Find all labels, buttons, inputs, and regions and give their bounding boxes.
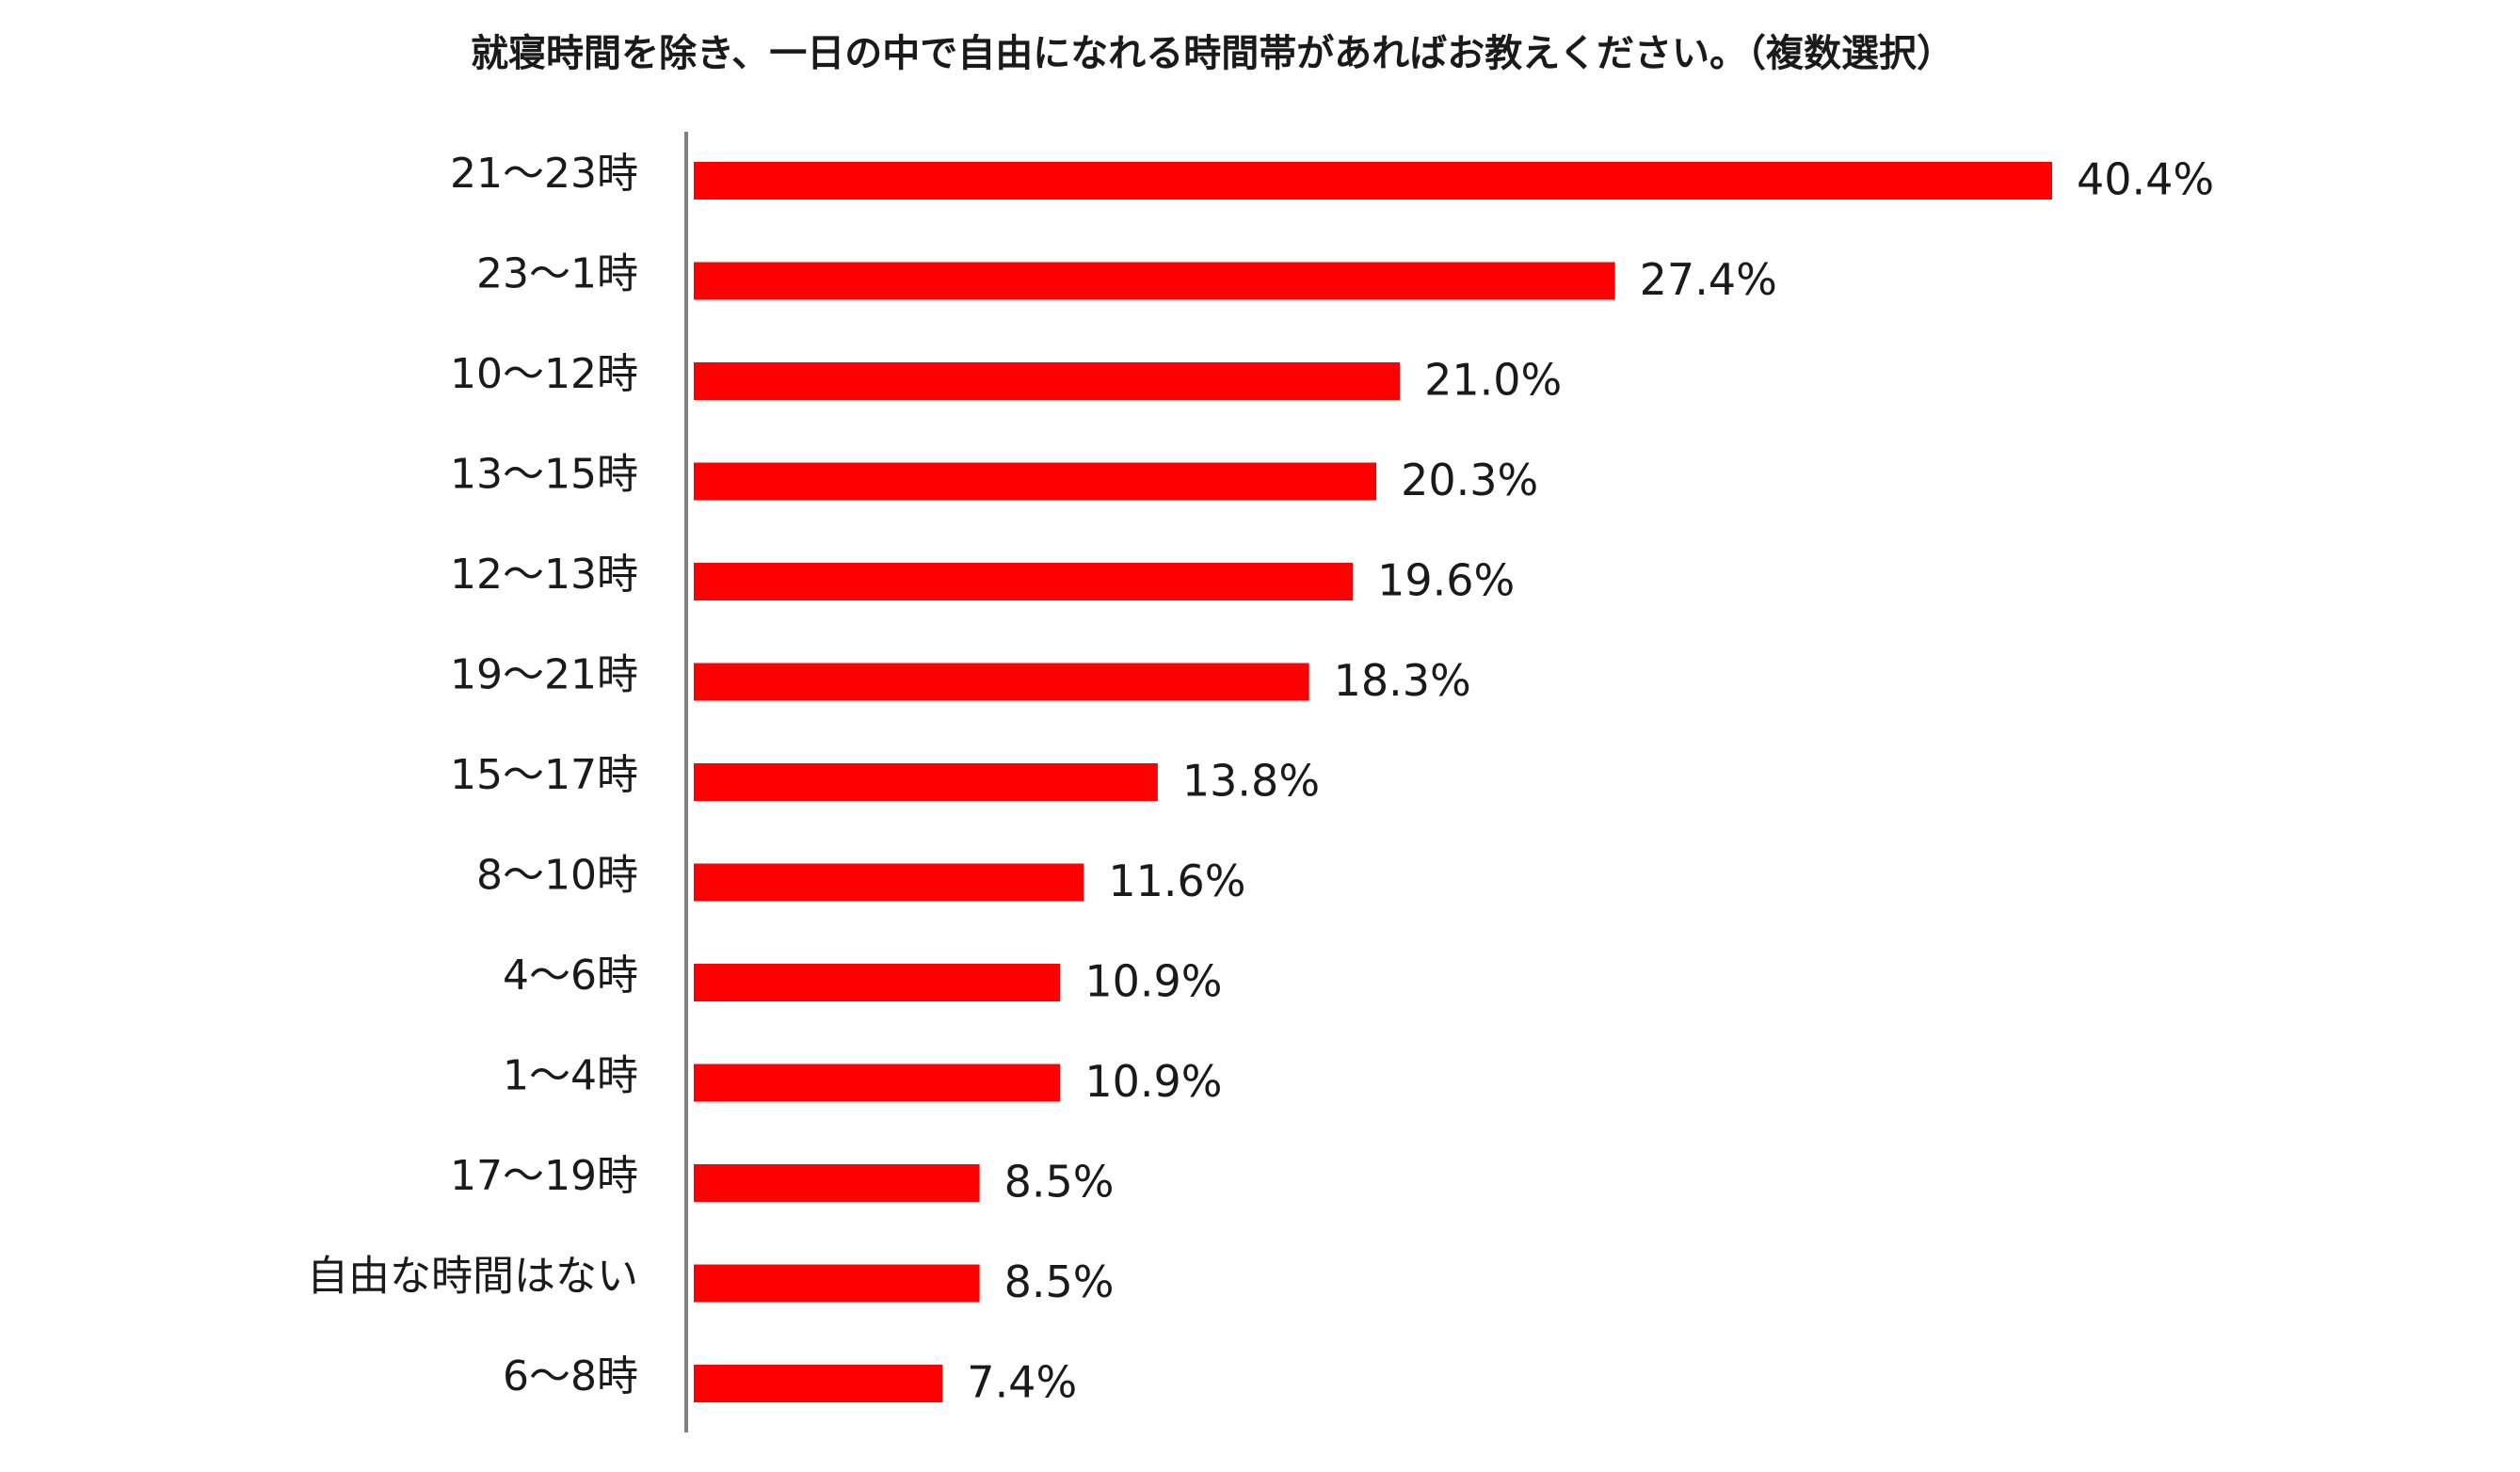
bars-layer: 21～23時 40.4% 23～1時 27.4% 10～12時 21.0% 13～15時 20… xyxy=(307,150,2214,1408)
category-label: 自由な時間はない xyxy=(307,1253,638,1301)
value-label: 7.4% xyxy=(967,1357,1077,1408)
category-label: 23～1時 xyxy=(476,250,638,298)
bar xyxy=(694,462,1377,501)
bar xyxy=(694,1164,980,1202)
bar xyxy=(694,563,1354,600)
value-label: 10.9% xyxy=(1084,1056,1222,1107)
category-label: 6～8時 xyxy=(503,1352,638,1400)
value-label: 19.6% xyxy=(1377,555,1515,606)
value-label: 8.5% xyxy=(1004,1256,1115,1307)
bar xyxy=(694,863,1084,902)
value-label: 21.0% xyxy=(1424,355,1562,406)
bar xyxy=(694,663,1309,701)
bar xyxy=(694,763,1158,801)
value-label: 11.6% xyxy=(1108,856,1245,906)
bar xyxy=(694,964,1061,1001)
category-label: 4～6時 xyxy=(503,952,638,1000)
value-label: 13.8% xyxy=(1182,756,1320,807)
bar xyxy=(694,362,1401,400)
bar xyxy=(694,1365,943,1402)
value-label: 27.4% xyxy=(1640,254,1777,305)
bar xyxy=(694,262,1615,300)
chart-title: 就寝時間を除き、一日の中で自由になれる時間帯があればお教えください。（複数選択） xyxy=(471,32,1954,75)
category-label: 15～17時 xyxy=(450,751,638,799)
category-label: 1～4時 xyxy=(503,1052,638,1100)
category-label: 13～15時 xyxy=(450,451,638,499)
category-label: 19～21時 xyxy=(450,651,638,699)
value-label: 8.5% xyxy=(1004,1157,1115,1208)
bar xyxy=(694,1064,1061,1102)
category-label: 8～10時 xyxy=(476,852,638,900)
category-label: 17～19時 xyxy=(450,1152,638,1200)
value-label: 10.9% xyxy=(1084,956,1222,1007)
bar xyxy=(694,162,2052,200)
category-label: 21～23時 xyxy=(450,150,638,198)
category-label: 12～13時 xyxy=(450,551,638,599)
value-label: 20.3% xyxy=(1401,455,1538,505)
bar xyxy=(694,1264,980,1303)
category-label: 10～12時 xyxy=(450,350,638,398)
value-label: 40.4% xyxy=(2077,154,2214,205)
value-label: 18.3% xyxy=(1334,655,1471,706)
